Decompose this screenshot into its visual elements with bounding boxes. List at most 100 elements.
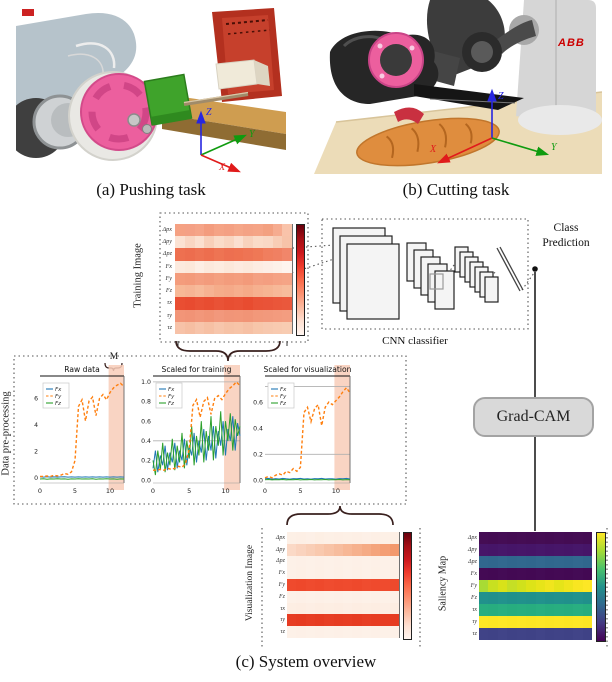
y-tick-label: 0.0: [253, 478, 263, 485]
heatmap-cell: [370, 555, 381, 568]
caption-cutting-task: (b) Cutting task: [402, 180, 510, 199]
heatmap-cell: [184, 309, 195, 322]
heatmap-cell: [287, 614, 297, 627]
heatmap-cell: [526, 616, 536, 628]
y-tick-label: 0.8: [141, 399, 151, 406]
heatmap-cell: [262, 224, 273, 237]
heatmap-cell: [272, 260, 283, 273]
training-image-heatmap: [175, 224, 293, 334]
heatmap-cell: [262, 272, 273, 286]
heatmap-cell: [370, 579, 381, 591]
heatmap-row-label: Fy: [278, 582, 285, 589]
heatmap-cell: [194, 285, 205, 298]
heatmap-cell: [282, 236, 292, 249]
heatmap-cell: [214, 285, 224, 298]
heatmap-cell: [243, 272, 253, 286]
heatmap-cell: [333, 543, 343, 556]
heatmap-row: [287, 543, 399, 556]
heatmap-cell: [389, 567, 399, 580]
legend-label: Fy: [168, 394, 175, 400]
heatmap-cell: [516, 592, 527, 604]
heatmap-cell: [233, 297, 244, 310]
heatmap-cell: [497, 532, 508, 544]
heatmap-cell: [314, 590, 325, 603]
heatmap-cell: [253, 285, 263, 298]
heatmap-cell: [516, 532, 527, 544]
axis-y-label: Y: [551, 142, 558, 153]
heatmap-cell: [314, 543, 325, 556]
heatmap-cell: [287, 555, 297, 568]
heatmap-cell: [184, 224, 195, 237]
heatmap-cell: [175, 285, 185, 298]
heatmap-cell: [554, 544, 564, 556]
heatmap-cell: [272, 248, 283, 261]
heatmap-cell: [380, 590, 390, 603]
push-rod: [183, 92, 249, 106]
heatmap-cell: [352, 579, 362, 591]
heatmap-cell: [380, 626, 390, 639]
coordinate-axes: Z Y X: [196, 107, 256, 173]
heatmap-cell: [370, 567, 381, 580]
legend-label: Fx: [280, 387, 287, 393]
heatmap-cell: [507, 628, 517, 640]
heatmap-cell: [214, 224, 224, 237]
heatmap-cell: [175, 321, 185, 334]
heatmap-cell: [253, 309, 263, 322]
heatmap-cell: [535, 532, 545, 544]
heatmap-cell: [243, 260, 253, 273]
heatmap-cell: [175, 309, 185, 322]
y-tick-label: 0.4: [253, 425, 263, 432]
heatmap-cell: [243, 285, 253, 298]
heatmap-cell: [544, 580, 555, 592]
heatmap-cell: [497, 556, 508, 568]
heatmap-cell: [370, 626, 381, 639]
heatmap-cell: [352, 590, 362, 603]
heatmap-cell: [573, 628, 583, 640]
heatmap-row-label: τy: [167, 311, 172, 319]
legend-label: Fz: [280, 401, 286, 407]
heatmap-cell: [175, 297, 185, 310]
heatmap-cell: [544, 532, 555, 544]
heatmap-cell: [314, 579, 325, 591]
heatmap-cell: [544, 604, 555, 616]
heatmap-cell: [305, 602, 315, 615]
training-image-dotted-box: [159, 212, 309, 343]
heatmap-cell: [175, 272, 185, 286]
heatmap-cell: [497, 628, 508, 640]
heatmap-cell: [175, 248, 185, 261]
heatmap-cell: [535, 556, 545, 568]
heatmap-cell: [262, 260, 273, 273]
heatmap-cell: [233, 321, 244, 334]
y-tick-label: 6: [34, 396, 38, 403]
heatmap-cell: [333, 532, 343, 544]
plot-title: Raw data: [64, 365, 100, 374]
x-tick-label: 5: [187, 487, 191, 495]
axis-z-label: Z: [206, 107, 212, 118]
heatmap-row: [287, 579, 399, 591]
cnn-classifier-label: CNN classifier: [382, 335, 448, 347]
heatmap-cell: [243, 248, 253, 261]
plot-title: Scaled for visualization: [264, 365, 352, 374]
heatmap-row: [479, 544, 593, 556]
heatmap-cell: [262, 309, 273, 322]
y-tick-label: 0: [34, 475, 38, 482]
gradcam-label: Grad-CAM: [496, 408, 571, 425]
heatmap-cell: [324, 626, 334, 639]
heatmap-cell: [333, 590, 343, 603]
heatmap-cell: [204, 236, 214, 249]
heatmap-cell: [272, 321, 283, 334]
heatmap-cell: [287, 590, 297, 603]
heatmap-cell: [573, 592, 583, 604]
heatmap-cell: [544, 616, 555, 628]
heatmap-cell: [389, 555, 399, 568]
heatmap-cell: [573, 544, 583, 556]
heatmap-cell: [287, 543, 297, 556]
y-tick-label: 0.4: [141, 438, 151, 445]
heatmap-cell: [253, 297, 263, 310]
heatmap-cell: [554, 568, 564, 580]
heatmap-cell: [573, 556, 583, 568]
heatmap-cell: [497, 592, 508, 604]
